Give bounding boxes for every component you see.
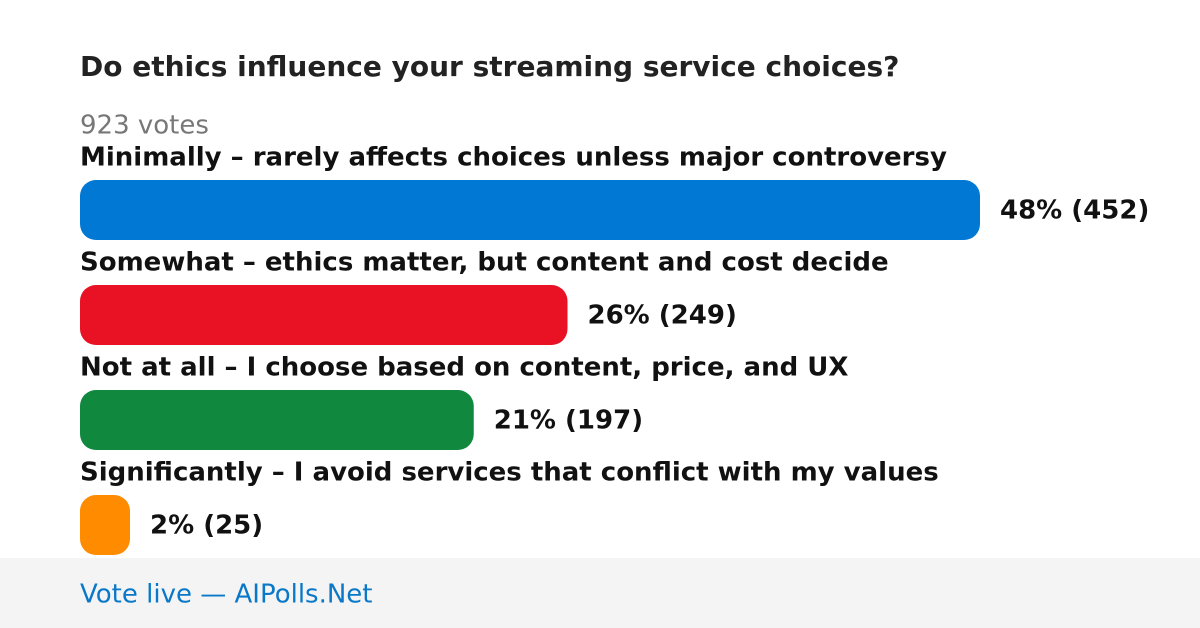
option-label: Somewhat – ethics matter, but content an… <box>80 248 889 278</box>
bar <box>80 285 568 345</box>
value-label: 48% (452) <box>1000 196 1149 226</box>
bar <box>80 180 980 240</box>
value-label: 21% (197) <box>494 406 643 436</box>
option-label: Significantly – I avoid services that co… <box>80 458 939 488</box>
option-label: Not at all – I choose based on content, … <box>80 353 848 383</box>
option-label: Minimally – rarely affects choices unles… <box>80 143 947 173</box>
value-label: 2% (25) <box>150 511 263 541</box>
value-label: 26% (249) <box>588 301 737 331</box>
bar <box>80 390 474 450</box>
poll-title: Do ethics influence your streaming servi… <box>80 50 899 83</box>
footer-link[interactable]: Vote live — AIPolls.Net <box>80 580 373 610</box>
bar <box>80 495 130 555</box>
footer-band <box>0 558 1200 628</box>
vote-count: 923 votes <box>80 111 209 141</box>
